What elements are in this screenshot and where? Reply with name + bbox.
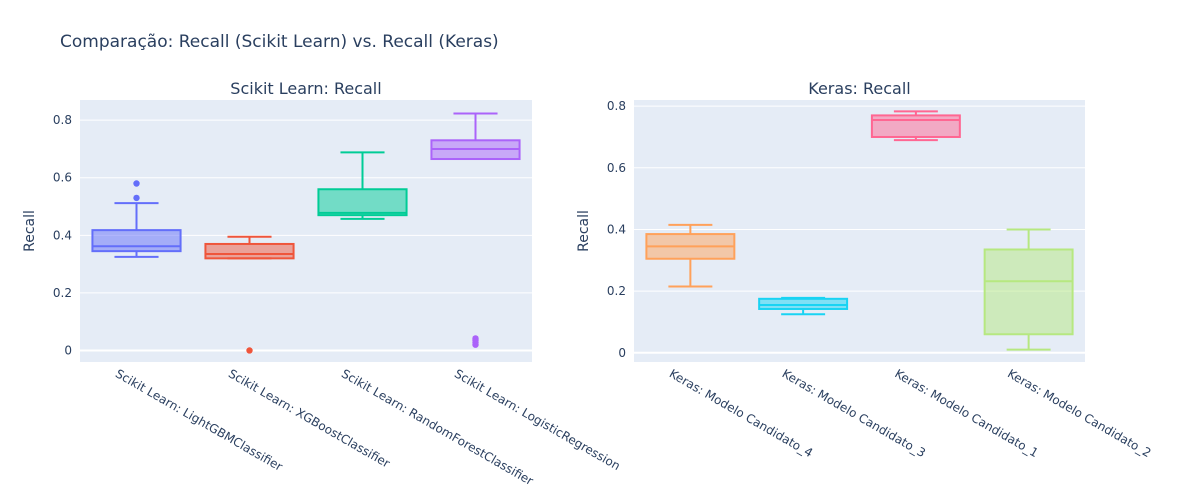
sklearn-category-label: Scikit Learn: RandomForestClassifier	[339, 366, 536, 488]
keras-box-2	[758, 297, 849, 310]
keras-ytick-label: 0.4	[607, 222, 626, 236]
sklearn-ytick-label: 0.4	[53, 228, 72, 242]
figure-title: Comparação: Recall (Scikit Learn) vs. Re…	[60, 32, 499, 52]
sklearn-box-2	[204, 242, 295, 260]
sklearn-box-1	[91, 229, 182, 253]
keras-box-4	[983, 248, 1074, 336]
sklearn-ytick-label: 0	[64, 343, 72, 357]
keras-ytick-label: 0.2	[607, 284, 626, 298]
sklearn-outlier-point	[246, 347, 253, 354]
keras-subplot-title: Keras: Recall	[808, 79, 910, 98]
keras-box-3	[870, 114, 961, 138]
sklearn-ytick-label: 0.2	[53, 286, 72, 300]
keras-y-axis-label: Recall	[576, 210, 592, 252]
sklearn-ytick-label: 0.8	[53, 113, 72, 127]
keras-ytick-label: 0.6	[607, 161, 626, 175]
sklearn-outlier-point	[472, 335, 479, 342]
sklearn-ytick-label: 0.6	[53, 171, 72, 185]
sklearn-y-axis-label: Recall	[22, 210, 38, 252]
keras-ytick-label: 0.8	[607, 99, 626, 113]
sklearn-subplot-title: Scikit Learn: Recall	[230, 79, 381, 98]
sklearn-box-3	[317, 188, 408, 217]
sklearn-outlier-point	[133, 194, 140, 202]
keras-ytick-label: 0	[618, 346, 626, 360]
sklearn-outlier-point	[133, 180, 140, 187]
